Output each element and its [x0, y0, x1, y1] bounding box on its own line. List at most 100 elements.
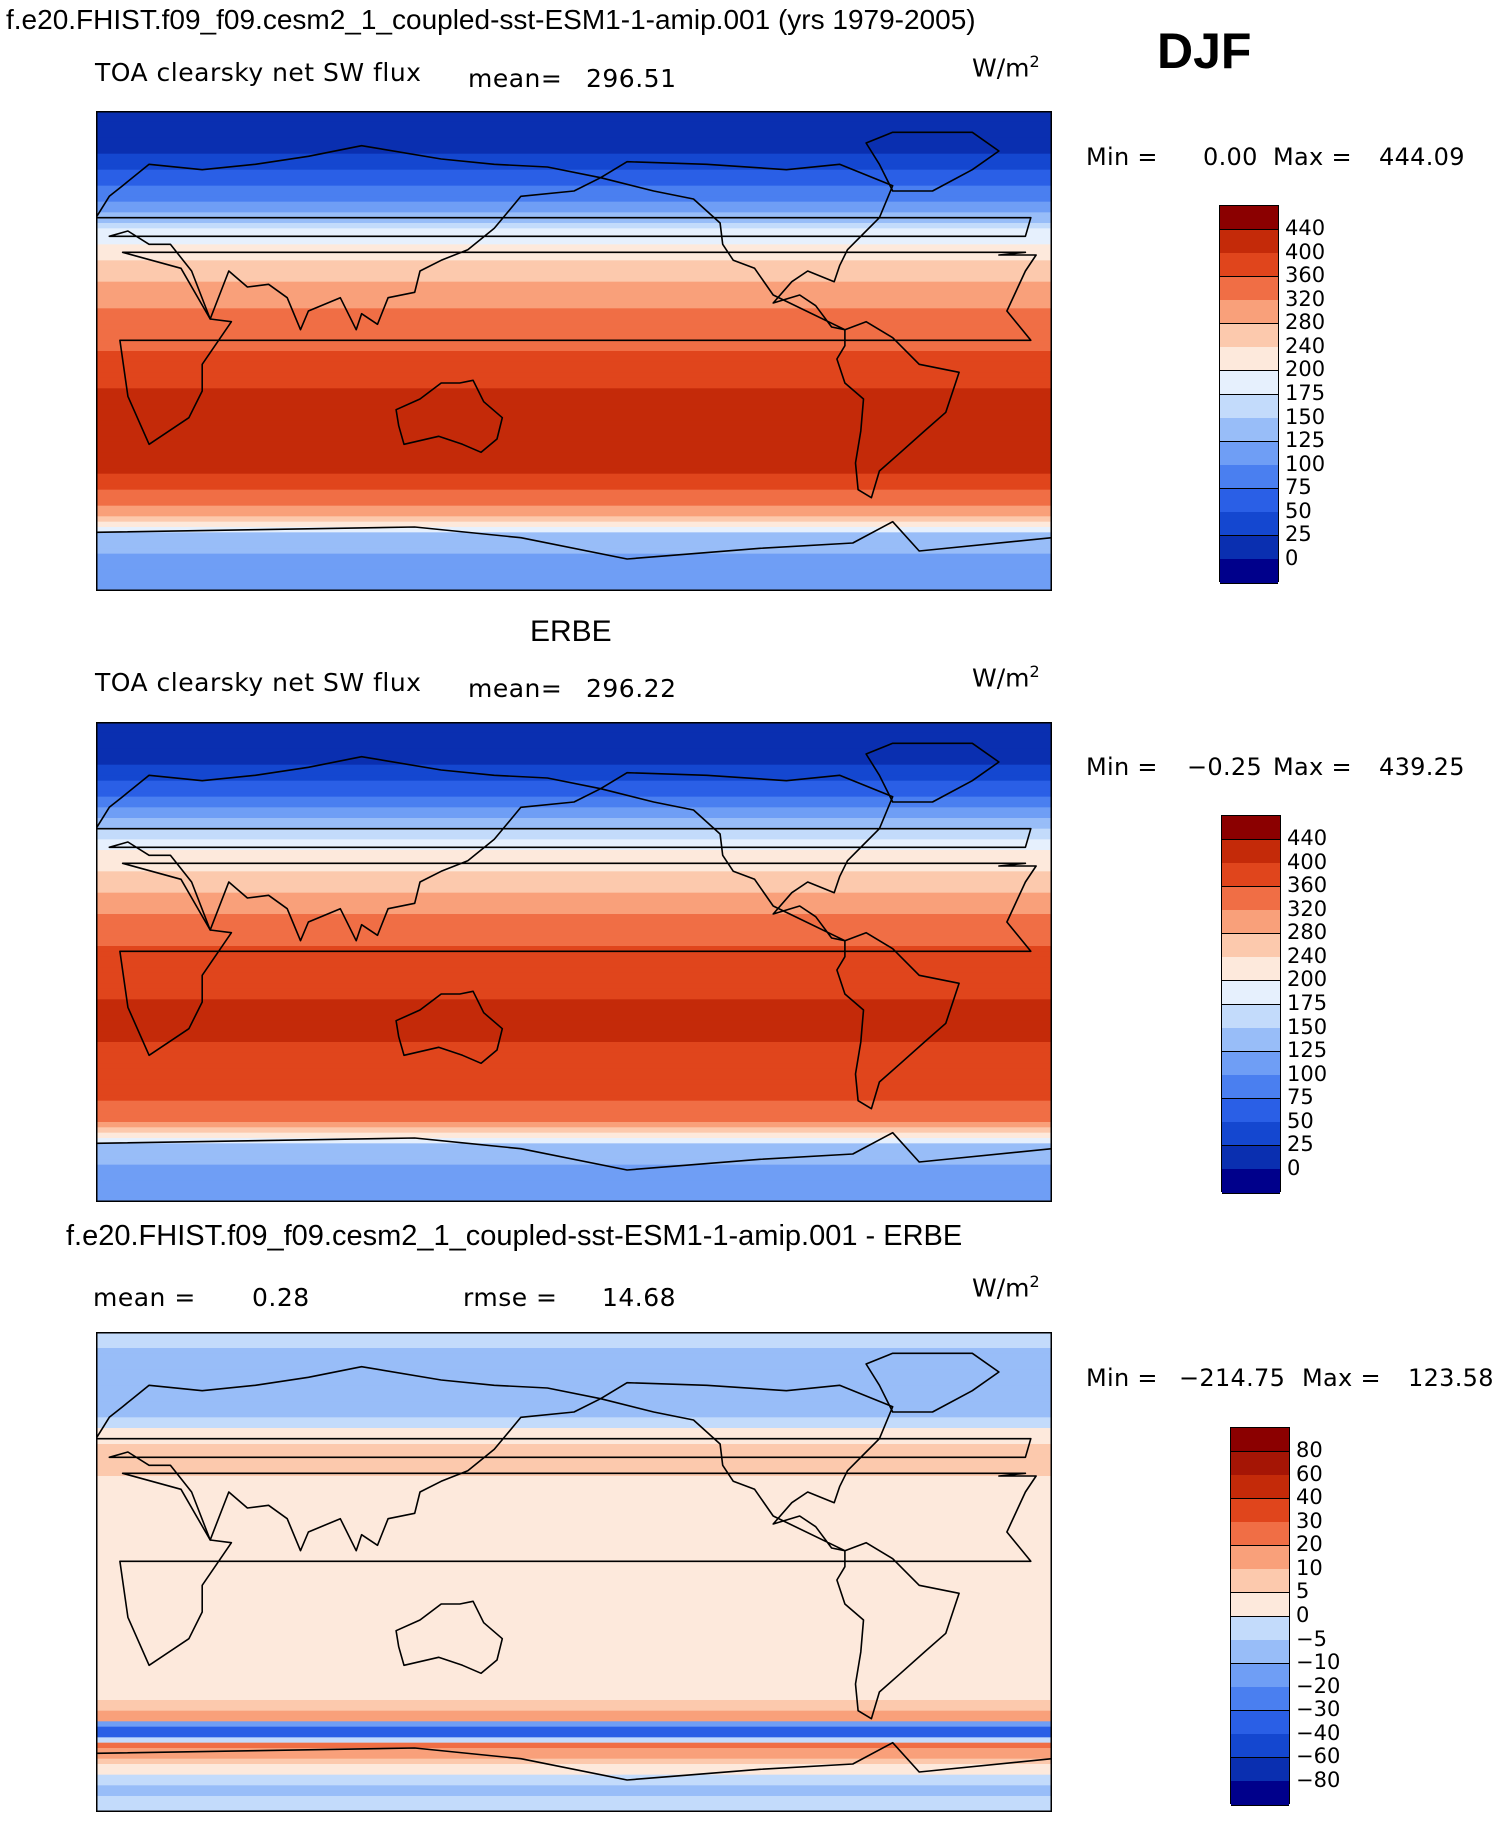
- coastline: [395, 379, 504, 454]
- coastline: [119, 251, 1037, 446]
- colorbar-tick-label: 125: [1285, 428, 1326, 453]
- map-band: [96, 1353, 1052, 1360]
- map-band: [96, 1684, 1052, 1690]
- map-band: [96, 1486, 1052, 1493]
- panel1-mean-value: 296.51: [586, 64, 677, 93]
- map-band: [96, 1449, 1052, 1456]
- coastline: [836, 1541, 960, 1720]
- map-band: [96, 1396, 1052, 1402]
- map-band: [96, 425, 1052, 432]
- map-band: [96, 143, 1052, 149]
- map-band: [96, 1412, 1052, 1418]
- colorbar-tick-label: 175: [1285, 381, 1326, 405]
- colorbar-swatch: [1220, 206, 1278, 231]
- map-band: [96, 962, 1052, 968]
- map-band: [96, 1342, 1052, 1349]
- map-band: [96, 1116, 1052, 1123]
- map-band: [96, 132, 1052, 139]
- colorbar-swatch: [1222, 816, 1280, 841]
- panel2-max-label: Max =: [1273, 753, 1352, 781]
- panel3-mean-value: 0.28: [252, 1283, 310, 1312]
- map-band: [96, 244, 1052, 251]
- colorbar-swatch: [1222, 1075, 1280, 1100]
- map-band: [96, 882, 1052, 888]
- panel3-colorbar: −80 −60 −40 −30 −20 −10 −5 0 5 10 20 30 40 60 80: [1230, 1427, 1340, 1806]
- map-band: [96, 1063, 1052, 1070]
- map-band: [96, 521, 1052, 528]
- panel2-variable-label: TOA clearsky net SW flux: [95, 668, 422, 697]
- map-band: [96, 1657, 1052, 1664]
- map-band: [96, 121, 1052, 128]
- map-band: [96, 441, 1052, 448]
- map-band: [96, 1385, 1052, 1392]
- colorbar-swatch: [1220, 488, 1278, 513]
- map-band: [96, 1481, 1052, 1488]
- map-band: [96, 255, 1052, 261]
- map-band: [96, 356, 1052, 363]
- colorbar-tick-label: 40: [1296, 1485, 1323, 1510]
- colorbar-box: [1230, 1427, 1290, 1806]
- map-band: [96, 1508, 1052, 1514]
- map-band: [96, 1572, 1052, 1578]
- colorbar-swatch: [1231, 1451, 1289, 1476]
- map-band: [96, 1031, 1052, 1038]
- colorbar-tick-label: 50: [1287, 1108, 1314, 1133]
- season-label: DJF: [1157, 23, 1252, 79]
- panel3-units: W/m2: [972, 1272, 1040, 1303]
- map-band: [96, 1127, 1052, 1134]
- colorbar-tick-label: 440: [1285, 216, 1326, 241]
- map-band: [96, 1780, 1052, 1786]
- panel2-mean-label: mean=: [468, 674, 563, 703]
- map-band: [96, 505, 1052, 512]
- map-band: [96, 1764, 1052, 1770]
- map-band: [96, 1604, 1052, 1610]
- colorbar-swatch: [1231, 1640, 1289, 1665]
- map-band: [96, 919, 1052, 926]
- map-band: [96, 265, 1052, 272]
- map-band: [96, 1710, 1052, 1717]
- map-band: [96, 1545, 1052, 1552]
- colorbar-tick-label: 440: [1287, 826, 1328, 851]
- colorbar-swatch: [1231, 1592, 1289, 1617]
- colorbar-swatch: [1222, 910, 1280, 935]
- coastline: [395, 1600, 504, 1675]
- map-band: [96, 1180, 1052, 1187]
- colorbar-swatch: [1222, 933, 1280, 958]
- map-band: [96, 127, 1052, 133]
- map-band: [96, 1641, 1052, 1648]
- colorbar-tick-label: 100: [1285, 451, 1326, 476]
- colorbar-tick-label: −60: [1296, 1744, 1341, 1769]
- map-band: [96, 228, 1052, 235]
- map-band: [96, 930, 1052, 936]
- map-band: [96, 1758, 1052, 1765]
- map-band: [96, 866, 1052, 872]
- map-band: [96, 223, 1052, 229]
- map-band: [96, 569, 1052, 576]
- map-band: [96, 1095, 1052, 1102]
- map-band: [96, 335, 1052, 341]
- coastline: [836, 931, 960, 1110]
- map-band: [96, 1143, 1052, 1150]
- map-band: [96, 1630, 1052, 1637]
- map-band: [96, 324, 1052, 331]
- map-band: [96, 834, 1052, 840]
- map-band: [96, 1364, 1052, 1370]
- map-band: [96, 1636, 1052, 1642]
- map-band: [96, 1417, 1052, 1424]
- map-band: [96, 1497, 1052, 1504]
- colorbar-swatch: [1231, 1498, 1289, 1523]
- map-band: [96, 276, 1052, 283]
- panel3-map: [96, 1332, 1052, 1812]
- map-band: [96, 537, 1052, 544]
- map-band: [96, 914, 1052, 920]
- panel3-min-value: −214.75: [1179, 1364, 1286, 1392]
- panel1-mean-label: mean=: [468, 64, 563, 93]
- coastline: [119, 1472, 1037, 1667]
- map-band: [96, 116, 1052, 123]
- map-band: [96, 351, 1052, 357]
- map-band: [96, 999, 1052, 1006]
- map-band: [96, 457, 1052, 464]
- map-band: [96, 1513, 1052, 1520]
- colorbar-tick-label: 200: [1287, 967, 1328, 992]
- map-band: [96, 1785, 1052, 1792]
